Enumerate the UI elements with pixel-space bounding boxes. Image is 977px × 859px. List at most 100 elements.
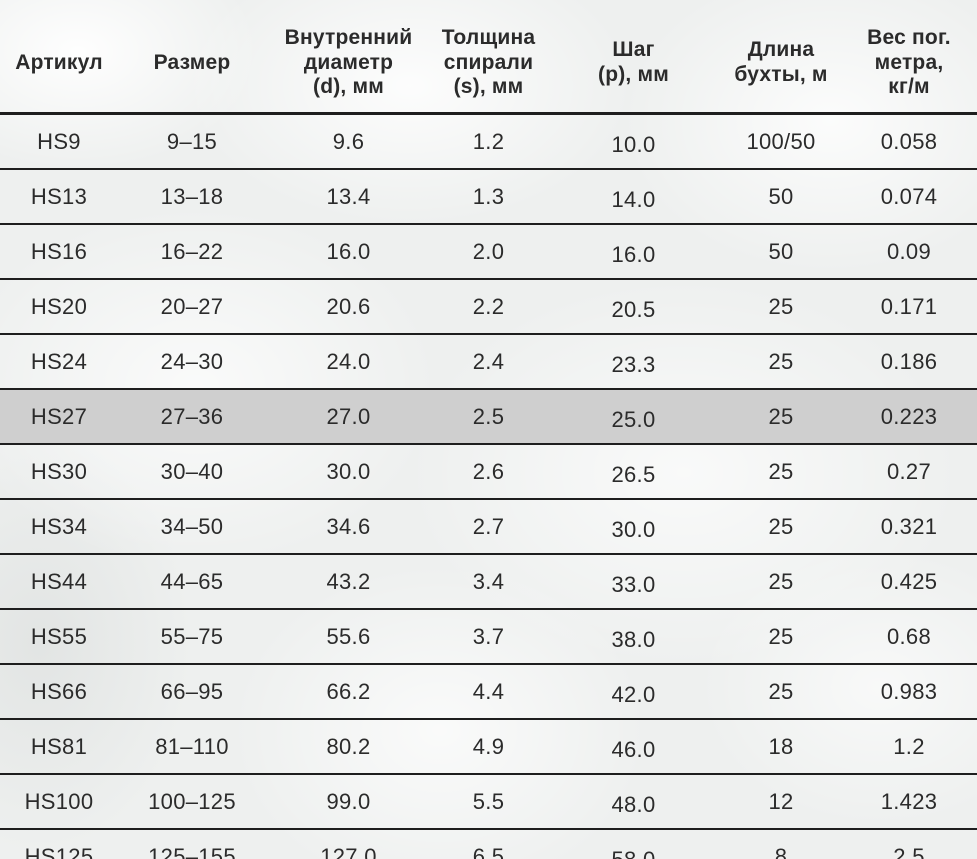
table-row: HS9 9–15 9.6 1.2 10.0 100/50 0.058 xyxy=(0,114,977,169)
col-header-spiral-thickness: Толщина спирали (s), мм xyxy=(431,0,546,115)
cell-pitch: 38.0 xyxy=(611,627,656,652)
cell-pitch: 30.0 xyxy=(611,517,656,542)
cell-spiral-thickness: 2.0 xyxy=(472,238,505,264)
cell-coil-length: 25 xyxy=(768,293,794,319)
cell-weight: 0.321 xyxy=(880,513,938,539)
cell-inner-diameter: 99.0 xyxy=(326,788,371,814)
cell-coil-length: 100/50 xyxy=(746,128,816,154)
cell-inner-diameter: 30.0 xyxy=(326,458,371,484)
cell-pitch: 42.0 xyxy=(611,682,656,707)
col-header-weight: Вес пог. метра, кг/м xyxy=(841,0,977,115)
cell-article: HS13 xyxy=(30,183,88,209)
cell-weight: 0.171 xyxy=(880,293,938,319)
cell-coil-length: 18 xyxy=(768,733,794,759)
table-body: HS9 9–15 9.6 1.2 10.0 100/50 0.058 HS13 … xyxy=(0,114,977,859)
cell-article: HS44 xyxy=(30,568,88,594)
cell-coil-length: 25 xyxy=(768,568,794,594)
table-row: HS30 30–40 30.0 2.6 26.5 25 0.27 xyxy=(0,444,977,499)
col-header-size: Размер xyxy=(118,0,266,115)
col-header-coil-length: Длина бухты, м xyxy=(721,0,841,115)
table-row: HS20 20–27 20.6 2.2 20.5 25 0.171 xyxy=(0,279,977,334)
col-header-inner-diameter: Внутренний диаметр (d), мм xyxy=(266,0,431,115)
cell-size: 20–27 xyxy=(160,293,224,319)
cell-weight: 0.074 xyxy=(880,183,938,209)
cell-size: 66–95 xyxy=(160,678,224,704)
col-header-pitch: Шаг (p), мм xyxy=(546,0,721,115)
cell-inner-diameter: 16.0 xyxy=(326,238,371,264)
table-row: HS125 125–155 127.0 6.5 58.0 8 2.5 xyxy=(0,829,977,859)
table-header: Артикул Размер Внутренний диаметр (d), м… xyxy=(0,0,977,115)
cell-pitch: 14.0 xyxy=(611,187,656,212)
cell-spiral-thickness: 2.6 xyxy=(472,458,505,484)
cell-inner-diameter: 13.4 xyxy=(326,183,371,209)
cell-pitch: 46.0 xyxy=(611,737,656,762)
cell-weight: 0.09 xyxy=(886,238,932,264)
cell-coil-length: 25 xyxy=(768,348,794,374)
cell-weight: 0.27 xyxy=(886,458,932,484)
cell-article: HS66 xyxy=(30,678,88,704)
cell-spiral-thickness: 4.4 xyxy=(472,678,505,704)
cell-article: HS16 xyxy=(30,238,88,264)
cell-coil-length: 50 xyxy=(768,238,794,264)
cell-article: HS55 xyxy=(30,623,88,649)
cell-weight: 0.058 xyxy=(880,128,938,154)
cell-pitch: 23.3 xyxy=(611,352,656,377)
cell-spiral-thickness: 3.7 xyxy=(472,623,505,649)
cell-spiral-thickness: 3.4 xyxy=(472,568,505,594)
cell-article: HS9 xyxy=(37,128,81,154)
cell-spiral-thickness: 1.2 xyxy=(472,128,505,154)
cell-inner-diameter: 80.2 xyxy=(326,733,371,759)
cell-weight: 0.186 xyxy=(880,348,938,374)
cell-weight: 0.223 xyxy=(880,403,938,429)
cell-inner-diameter: 27.0 xyxy=(326,403,371,429)
cell-inner-diameter: 9.6 xyxy=(332,128,365,154)
cell-pitch: 58.0 xyxy=(546,829,721,859)
table-row: HS44 44–65 43.2 3.4 33.0 25 0.425 xyxy=(0,554,977,609)
cell-pitch: 10.0 xyxy=(611,132,656,157)
cell-article: HS27 xyxy=(30,403,88,429)
cell-inner-diameter: 66.2 xyxy=(326,678,371,704)
cell-weight: 0.68 xyxy=(886,623,932,649)
table-row: HS16 16–22 16.0 2.0 16.0 50 0.09 xyxy=(0,224,977,279)
table-row: HS81 81–110 80.2 4.9 46.0 18 1.2 xyxy=(0,719,977,774)
cell-size: 125–155 xyxy=(148,843,236,859)
cell-size: 16–22 xyxy=(160,238,224,264)
cell-article: HS81 xyxy=(30,733,88,759)
cell-spiral-thickness: 4.9 xyxy=(472,733,505,759)
cell-coil-length: 25 xyxy=(768,623,794,649)
cell-pitch: 25.0 xyxy=(611,407,656,432)
table-row: HS55 55–75 55.6 3.7 38.0 25 0.68 xyxy=(0,609,977,664)
cell-inner-diameter: 127.0 xyxy=(320,843,377,859)
cell-article: HS24 xyxy=(30,348,88,374)
cell-pitch: 20.5 xyxy=(611,297,656,322)
cell-article: HS34 xyxy=(30,513,88,539)
cell-weight: 0.425 xyxy=(880,568,938,594)
table-row: HS24 24–30 24.0 2.4 23.3 25 0.186 xyxy=(0,334,977,389)
cell-size: 55–75 xyxy=(160,623,224,649)
cell-coil-length: 25 xyxy=(768,403,794,429)
cell-size: 100–125 xyxy=(148,788,236,814)
cell-weight: 0.983 xyxy=(880,678,938,704)
cell-spiral-thickness: 1.3 xyxy=(472,183,505,209)
cell-inner-diameter: 34.6 xyxy=(326,513,371,539)
cell-spiral-thickness: 2.7 xyxy=(472,513,505,539)
cell-spiral-thickness: 5.5 xyxy=(472,788,505,814)
cell-coil-length: 12 xyxy=(768,788,794,814)
cell-article: HS20 xyxy=(30,293,88,319)
cell-article: HS125 xyxy=(24,843,94,859)
header-row: Артикул Размер Внутренний диаметр (d), м… xyxy=(0,0,977,115)
cell-inner-diameter: 20.6 xyxy=(326,293,371,319)
table-row: HS27 27–36 27.0 2.5 25.0 25 0.223 xyxy=(0,389,977,444)
cell-size: 30–40 xyxy=(160,458,224,484)
cell-coil-length: 25 xyxy=(768,678,794,704)
cell-inner-diameter: 43.2 xyxy=(326,568,371,594)
cell-spiral-thickness: 6.5 xyxy=(472,843,505,859)
table-row: HS13 13–18 13.4 1.3 14.0 50 0.074 xyxy=(0,169,977,224)
cell-size: 24–30 xyxy=(160,348,224,374)
cell-coil-length: 25 xyxy=(768,513,794,539)
cell-weight: 1.2 xyxy=(893,733,925,759)
col-header-article: Артикул xyxy=(0,0,118,115)
cell-pitch: 16.0 xyxy=(611,242,656,267)
